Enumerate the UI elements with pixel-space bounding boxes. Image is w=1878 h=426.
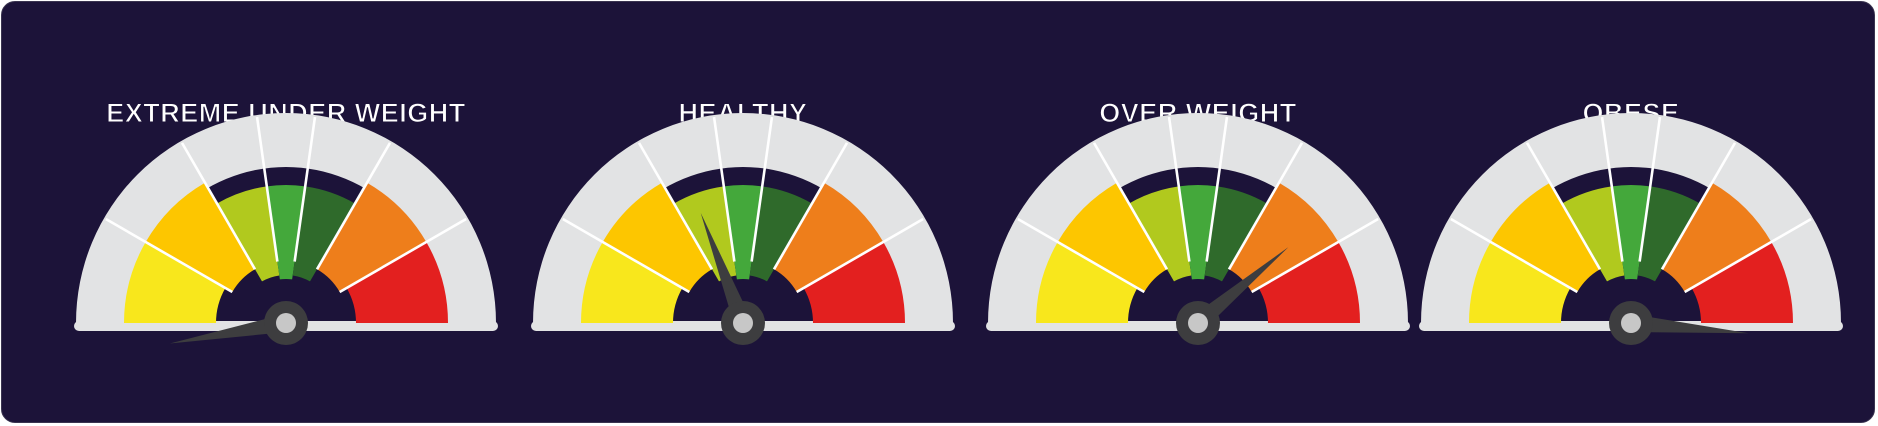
gauge-outer-ring (533, 113, 953, 323)
gauge-divider-5 (1227, 142, 1304, 270)
gauge-divider-4 (1205, 116, 1229, 262)
gauge-zone-1 (1036, 242, 1138, 323)
gauge-divider-5 (772, 142, 849, 270)
gauge-extreme-under-weight (74, 113, 498, 345)
gauge-zone-5 (1637, 186, 1700, 282)
gauge-needle (1192, 247, 1289, 330)
gauge-zone-5 (1204, 186, 1267, 282)
gauge-divider-6 (339, 217, 467, 294)
gauge-divider-2 (1092, 142, 1169, 270)
gauge-outer-ring (1421, 113, 1841, 323)
gauge-hub-center (1188, 313, 1208, 333)
gauge-divider-1 (1017, 217, 1145, 294)
gauge-zone-4 (1611, 185, 1651, 280)
gauge-divider-3 (1167, 116, 1191, 262)
gauge-zone-4 (1178, 185, 1218, 280)
gauge-divider-4 (750, 116, 774, 262)
gauge-zone-2 (145, 182, 255, 292)
gauge-over-weight (986, 113, 1410, 345)
gauge-hub-center (733, 313, 753, 333)
gauge-zone-3 (1562, 186, 1625, 282)
gauge-divider-5 (1660, 142, 1737, 270)
gauge-divider-4 (293, 116, 317, 262)
gauge-zone-2 (602, 182, 712, 292)
gauge-needle (700, 212, 752, 327)
gauge-zone-2 (1490, 182, 1600, 292)
gauge-divider-6 (796, 217, 924, 294)
gauge-zone-6 (317, 182, 427, 292)
gauge-zone-7 (1258, 242, 1360, 323)
gauge-zone-4 (723, 185, 763, 280)
gauge-zone-6 (1229, 182, 1339, 292)
gauge-obese (1419, 113, 1843, 345)
gauge-zone-2 (1057, 182, 1167, 292)
gauge-divider-3 (1600, 116, 1624, 262)
gauge-zone-7 (346, 242, 448, 323)
gauge-needle (1630, 314, 1749, 334)
gauge-zone-6 (1662, 182, 1772, 292)
gauge-outer-ring (76, 113, 496, 323)
gauge-divider-2 (637, 142, 714, 270)
gauge-zone-7 (803, 242, 905, 323)
gauge-divider-5 (315, 142, 392, 270)
gauge-hub-center (1621, 313, 1641, 333)
gauge-divider-1 (562, 217, 690, 294)
gauge-divider-2 (180, 142, 257, 270)
gauge-zone-5 (749, 186, 812, 282)
gauge-zone-6 (774, 182, 884, 292)
gauge-zone-4 (266, 185, 306, 280)
gauge-divider-1 (1450, 217, 1578, 294)
gauge-needle (169, 314, 288, 344)
gauge-zone-3 (217, 186, 280, 282)
gauge-zone-5 (292, 186, 355, 282)
gauge-divider-1 (105, 217, 233, 294)
gauge-hub-center (276, 313, 296, 333)
gauge-zone-7 (1691, 242, 1793, 323)
gauge-zone-1 (124, 242, 226, 323)
gauge-healthy (531, 113, 955, 345)
gauge-divider-6 (1684, 217, 1812, 294)
gauge-zone-1 (581, 242, 683, 323)
gauge-outer-ring (988, 113, 1408, 323)
gauge-divider-3 (712, 116, 736, 262)
gauge-zone-1 (1469, 242, 1571, 323)
gauge-divider-2 (1525, 142, 1602, 270)
gauge-zone-3 (1129, 186, 1192, 282)
gauge-divider-4 (1638, 116, 1662, 262)
gauge-divider-6 (1251, 217, 1379, 294)
gauge-divider-3 (255, 116, 279, 262)
